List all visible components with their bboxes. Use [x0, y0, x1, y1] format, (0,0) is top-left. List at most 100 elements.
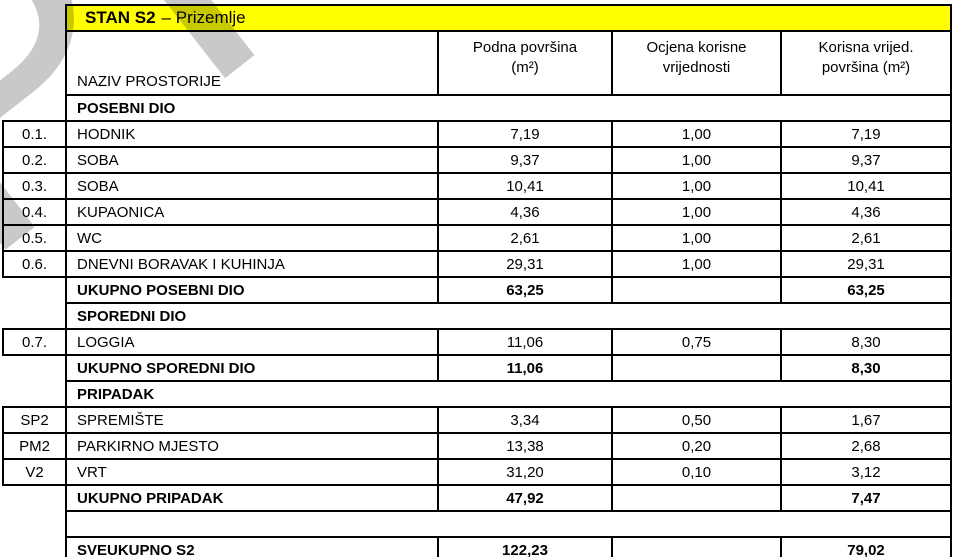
table-row-title: STAN S2 – Prizemlje	[3, 4, 953, 32]
total-label-cell: SVEUKUPNO S2	[65, 536, 439, 557]
floor-area-cell: 122,23	[437, 536, 613, 557]
section-row: PRIPADAK	[3, 380, 953, 408]
table-row: 0.3. SOBA 10,41 1,00 10,41	[2, 172, 953, 200]
useful-area-cell: 29,31	[779, 250, 953, 278]
table-row: 0.1. HODNIK 7,19 1,00 7,19	[2, 120, 953, 148]
room-name-cell: SOBA	[65, 146, 439, 174]
id-column-spacer	[3, 277, 66, 303]
usefulness-score-cell: 1,00	[611, 250, 782, 278]
useful-area-cell: 10,41	[779, 172, 953, 200]
floor-area-cell: 3,34	[437, 406, 613, 434]
usefulness-score-cell: 1,00	[611, 172, 782, 200]
room-id-cell: 0.4.	[2, 198, 67, 226]
room-name-cell: WC	[65, 224, 439, 252]
useful-area-cell: 2,68	[779, 432, 953, 460]
header-floor-area-line1: Podna površina	[472, 39, 578, 56]
useful-area-cell: 79,02	[779, 536, 953, 557]
useful-area-cell: 2,61	[779, 224, 953, 252]
useful-area-cell: 3,12	[779, 458, 953, 486]
useful-area-cell: 9,37	[779, 146, 953, 174]
useful-area-cell: 8,30	[779, 328, 953, 356]
room-id-cell: 0.7.	[2, 328, 67, 356]
id-column-spacer	[3, 5, 66, 31]
table-row: 0.4. KUPAONICA 4,36 1,00 4,36	[2, 198, 953, 226]
header-useful-area: Korisna vrijed. površina (m²)	[779, 30, 953, 96]
id-column-spacer	[3, 95, 66, 121]
header-useful-area-line2: površina (m²)	[821, 59, 911, 77]
room-id-cell: 0.5.	[2, 224, 67, 252]
usefulness-score-cell: 0,10	[611, 458, 782, 486]
table-row: V2 VRT 31,20 0,10 3,12	[2, 458, 953, 486]
floor-area-cell: 11,06	[437, 354, 613, 382]
usefulness-score-cell: 0,50	[611, 406, 782, 434]
id-column-spacer	[3, 303, 66, 329]
useful-area-cell: 7,47	[779, 484, 953, 512]
floor-area-cell: 2,61	[437, 224, 613, 252]
total-label-cell: UKUPNO PRIPADAK	[65, 484, 439, 512]
grand-total-row: SVEUKUPNO S2 122,23 79,02	[3, 536, 953, 557]
section-header-cell: SPOREDNI DIO	[64, 302, 953, 330]
id-column-spacer	[3, 537, 66, 557]
floor-area-cell: 11,06	[437, 328, 613, 356]
apartment-id-label: STAN S2	[85, 8, 156, 27]
total-row: UKUPNO POSEBNI DIO 63,25 63,25	[3, 276, 953, 304]
spacer-cell	[64, 510, 953, 538]
title-bar: STAN S2 – Prizemlje	[64, 4, 953, 32]
total-label-cell: UKUPNO POSEBNI DIO	[65, 276, 439, 304]
usefulness-score-cell: 0,75	[611, 328, 782, 356]
usefulness-score-cell	[611, 354, 782, 382]
header-usefulness-line1: Ocjena korisne	[646, 39, 747, 56]
header-useful-area-line1: Korisna vrijed.	[818, 39, 914, 56]
header-usefulness-score: Ocjena korisne vrijednosti	[611, 30, 782, 96]
table-row: 0.6. DNEVNI BORAVAK I KUHINJA 29,31 1,00…	[2, 250, 953, 278]
area-table: STAN S2 – Prizemlje NAZIV PROSTORIJE Podn…	[2, 4, 953, 557]
id-column-spacer	[3, 381, 66, 407]
room-id-cell: 0.3.	[2, 172, 67, 200]
total-row: UKUPNO SPOREDNI DIO 11,06 8,30	[3, 354, 953, 382]
room-name-cell: VRT	[65, 458, 439, 486]
id-column-spacer	[3, 355, 66, 381]
header-floor-area-line2: (m²)	[511, 59, 539, 77]
usefulness-score-cell: 1,00	[611, 224, 782, 252]
total-label-cell: UKUPNO SPOREDNI DIO	[65, 354, 439, 382]
usefulness-score-cell: 1,00	[611, 198, 782, 226]
floor-area-cell: 7,19	[437, 120, 613, 148]
usefulness-score-cell: 0,20	[611, 432, 782, 460]
header-usefulness-line2: vrijednosti	[662, 59, 731, 77]
table-row: 0.2. SOBA 9,37 1,00 9,37	[2, 146, 953, 174]
table-header-row: NAZIV PROSTORIJE Podna površina (m²) Ocj…	[3, 30, 953, 96]
useful-area-cell: 8,30	[779, 354, 953, 382]
floor-area-cell: 13,38	[437, 432, 613, 460]
floor-label: – Prizemlje	[161, 8, 246, 27]
room-id-cell: 0.1.	[2, 120, 67, 148]
floor-area-cell: 31,20	[437, 458, 613, 486]
section-row: POSEBNI DIO	[3, 94, 953, 122]
floor-area-cell: 9,37	[437, 146, 613, 174]
floor-area-cell: 29,31	[437, 250, 613, 278]
room-id-cell: 0.6.	[2, 250, 67, 278]
section-header-cell: PRIPADAK	[64, 380, 953, 408]
room-id-cell: SP2	[2, 406, 67, 434]
useful-area-cell: 7,19	[779, 120, 953, 148]
usefulness-score-cell: 1,00	[611, 120, 782, 148]
useful-area-cell: 63,25	[779, 276, 953, 304]
total-row: UKUPNO PRIPADAK 47,92 7,47	[3, 484, 953, 512]
spacer-row	[3, 510, 953, 538]
floor-area-cell: 4,36	[437, 198, 613, 226]
floor-area-cell: 47,92	[437, 484, 613, 512]
usefulness-score-cell	[611, 536, 782, 557]
room-name-cell: DNEVNI BORAVAK I KUHINJA	[65, 250, 439, 278]
room-name-cell: HODNIK	[65, 120, 439, 148]
floor-area-cell: 63,25	[437, 276, 613, 304]
usefulness-score-cell	[611, 484, 782, 512]
useful-area-cell: 4,36	[779, 198, 953, 226]
room-id-cell: 0.2.	[2, 146, 67, 174]
floor-area-cell: 10,41	[437, 172, 613, 200]
table-row: 0.7. LOGGIA 11,06 0,75 8,30	[2, 328, 953, 356]
id-column-spacer	[3, 485, 66, 511]
section-header-cell: POSEBNI DIO	[64, 94, 953, 122]
usefulness-score-cell: 1,00	[611, 146, 782, 174]
header-floor-area: Podna površina (m²)	[437, 30, 613, 96]
room-id-cell: V2	[2, 458, 67, 486]
room-name-cell: LOGGIA	[65, 328, 439, 356]
